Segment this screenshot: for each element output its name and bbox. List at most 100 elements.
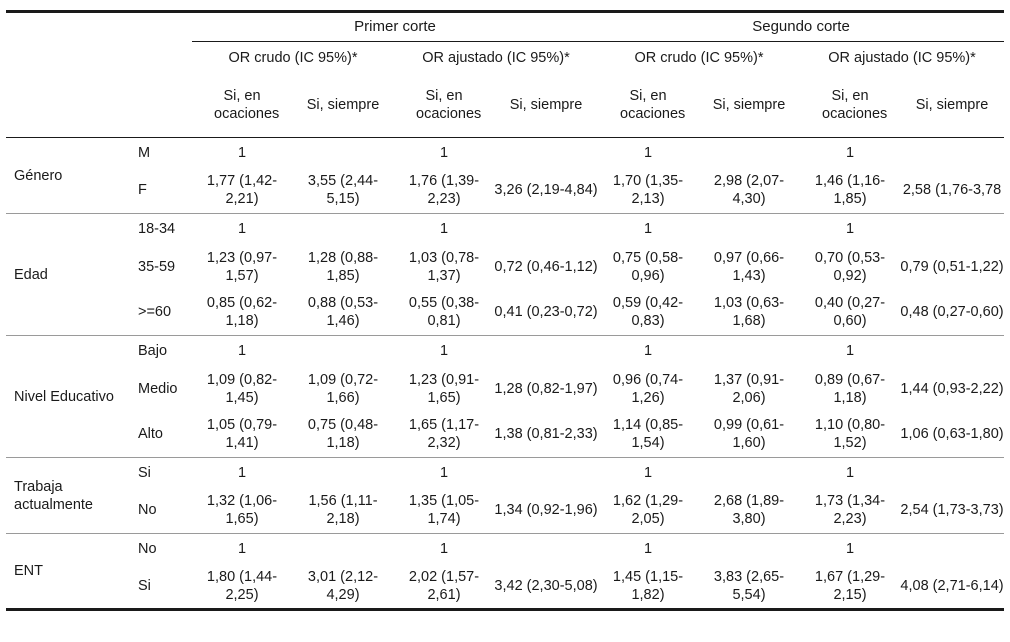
table-cell: 1,73 (1,34-2,23): [800, 487, 900, 534]
table-cell: [698, 336, 800, 366]
table-cell: 1: [439, 220, 449, 237]
table-cell: 1,34 (0,92-1,96): [494, 487, 598, 534]
table-cell: 1: [439, 342, 449, 359]
table-cell: 3,55 (2,44-5,15): [292, 167, 394, 214]
row-group-label: Trabaja actualmente: [6, 457, 132, 534]
table-cell: [494, 534, 598, 564]
row-category-label: >=60: [132, 289, 192, 336]
table-cell: 1: [845, 540, 855, 557]
table-cell: 3,42 (2,30-5,08): [494, 563, 598, 611]
table-cell: [292, 336, 394, 366]
table-cell: 1,06 (0,63-1,80): [900, 411, 1005, 458]
table-cell: [494, 138, 598, 168]
table-cell: 1: [845, 144, 855, 161]
row-category-label: 18-34: [138, 220, 176, 237]
table-row: Edad 18-34 1 1 1 1: [6, 213, 1004, 336]
table-cell: 1,37 (0,91-2,06): [713, 371, 785, 406]
table-cell: 0,40 (0,27-0,60): [800, 289, 900, 336]
odds-ratio-table: Primer corte Segundo corte OR crudo (IC …: [6, 10, 1005, 611]
table-cell: 1: [237, 144, 247, 161]
row-category-label: Si: [138, 464, 151, 481]
table-cell: [494, 214, 598, 244]
header-row-cortes: Primer corte Segundo corte: [6, 10, 1005, 42]
table-cell: 1,09 (0,82-1,45): [206, 371, 278, 406]
header-response: Si, en ocaciones: [394, 73, 494, 138]
table-cell: 1: [643, 144, 653, 161]
table-cell: 0,59 (0,42-0,83): [598, 289, 698, 336]
table-cell: 1: [845, 220, 855, 237]
table-cell: 1: [237, 464, 247, 481]
table-cell: 1,45 (1,15-1,82): [598, 563, 698, 611]
table-cell: 1: [439, 144, 449, 161]
header-measure: OR crudo (IC 95%)*: [634, 49, 764, 66]
header-response: Si, siempre: [292, 73, 394, 138]
table-cell: 1,14 (0,85-1,54): [598, 411, 698, 458]
table-cell: 4,08 (2,71-6,14): [900, 563, 1005, 611]
table-cell: 1,05 (0,79-1,41): [192, 411, 292, 458]
table-cell: 0,75 (0,48-1,18): [292, 411, 394, 458]
table-cell: 1,23 (0,91-1,65): [408, 371, 480, 406]
table-cell: 0,72 (0,46-1,12): [494, 258, 598, 275]
table-row: Trabaja actualmente Si 1 1 1 1: [6, 457, 1004, 534]
table-row: No 1,32 (1,06-1,65) 1,56 (1,11-2,18) 1,35 (…: [6, 487, 1005, 534]
header-row-responses: Si, en ocaciones Si, siempre Si, en ocacio…: [6, 73, 1005, 138]
table-cell: 1: [439, 464, 449, 481]
table-cell: 0,88 (0,53-1,46): [292, 289, 394, 336]
header-response: Si, siempre: [698, 73, 800, 138]
table-row: F 1,77 (1,42-2,21) 3,55 (2,44-5,15) 1,76 (1…: [6, 167, 1005, 214]
row-category-label: Bajo: [138, 342, 168, 359]
table-cell: 0,41 (0,23-0,72): [494, 289, 598, 336]
table-cell: [292, 458, 394, 488]
table-cell: 2,58 (1,76-3,78: [900, 167, 1005, 214]
table-cell: 1: [643, 342, 653, 359]
row-category-label: Medio: [138, 380, 178, 397]
table-cell: 1,80 (1,44-2,25): [192, 563, 292, 611]
table-cell: [900, 458, 1004, 488]
table-cell: 1,35 (1,05-1,74): [394, 487, 494, 534]
row-category-label: No: [138, 540, 157, 557]
table-cell: [900, 534, 1004, 564]
table-cell: 1,10 (0,80-1,52): [800, 411, 900, 458]
table-cell: 1,77 (1,42-2,21): [192, 167, 292, 214]
table-cell: 0,97 (0,66-1,43): [713, 249, 785, 284]
table-cell: [292, 534, 394, 564]
table-cell: 0,55 (0,38-0,81): [394, 289, 494, 336]
table-row: Nivel Educativo Bajo 1 1 1 1: [6, 335, 1004, 458]
table-cell: 1,62 (1,29-2,05): [598, 487, 698, 534]
row-group-label: ENT: [6, 533, 132, 611]
table-cell: 1: [845, 342, 855, 359]
table-cell: 1,67 (1,29-2,15): [800, 563, 900, 611]
row-category-label: Si: [132, 563, 192, 611]
row-category-label: F: [132, 167, 192, 214]
table-row: Género M 1 1 1 1: [6, 137, 1004, 214]
table-cell: [292, 138, 394, 168]
table-cell: 1: [439, 540, 449, 557]
header-response: Si, en ocaciones: [192, 73, 292, 138]
table-cell: [494, 458, 598, 488]
table-cell: [900, 214, 1004, 244]
table-cell: 1,32 (1,06-1,65): [192, 487, 292, 534]
table-cell: [900, 138, 1004, 168]
table-cell: 1: [643, 220, 653, 237]
row-category-label: Alto: [132, 411, 192, 458]
table-cell: 1: [237, 540, 247, 557]
header-segundo-corte: Segundo corte: [598, 10, 1005, 42]
table-row: 35-59 1,23 (0,97-1,57) 1,28 (0,88-1,85) 1,0…: [6, 244, 1004, 290]
row-category-label: M: [138, 144, 151, 161]
row-group-label: Edad: [6, 213, 132, 336]
header-response: Si, siempre: [494, 73, 598, 138]
table-cell: 1,65 (1,17-2,32): [394, 411, 494, 458]
header-response: Si, en ocaciones: [800, 73, 900, 138]
table-cell: 0,96 (0,74-1,26): [612, 371, 684, 406]
table-cell: 0,48 (0,27-0,60): [900, 289, 1005, 336]
table-cell: 1,03 (0,78-1,37): [408, 249, 480, 284]
header-measure: OR crudo (IC 95%)*: [228, 49, 358, 66]
header-measure: OR ajustado (IC 95%)*: [828, 49, 976, 66]
table-cell: 2,68 (1,89-3,80): [698, 487, 800, 534]
row-group-label: Género: [6, 137, 132, 214]
table-cell: 1,70 (1,35-2,13): [598, 167, 698, 214]
header-measure: OR ajustado (IC 95%)*: [422, 49, 570, 66]
row-category-label: No: [132, 487, 192, 534]
table-cell: 1,28 (0,88-1,85): [307, 249, 379, 284]
table-cell: 0,70 (0,53-0,92): [814, 249, 886, 284]
